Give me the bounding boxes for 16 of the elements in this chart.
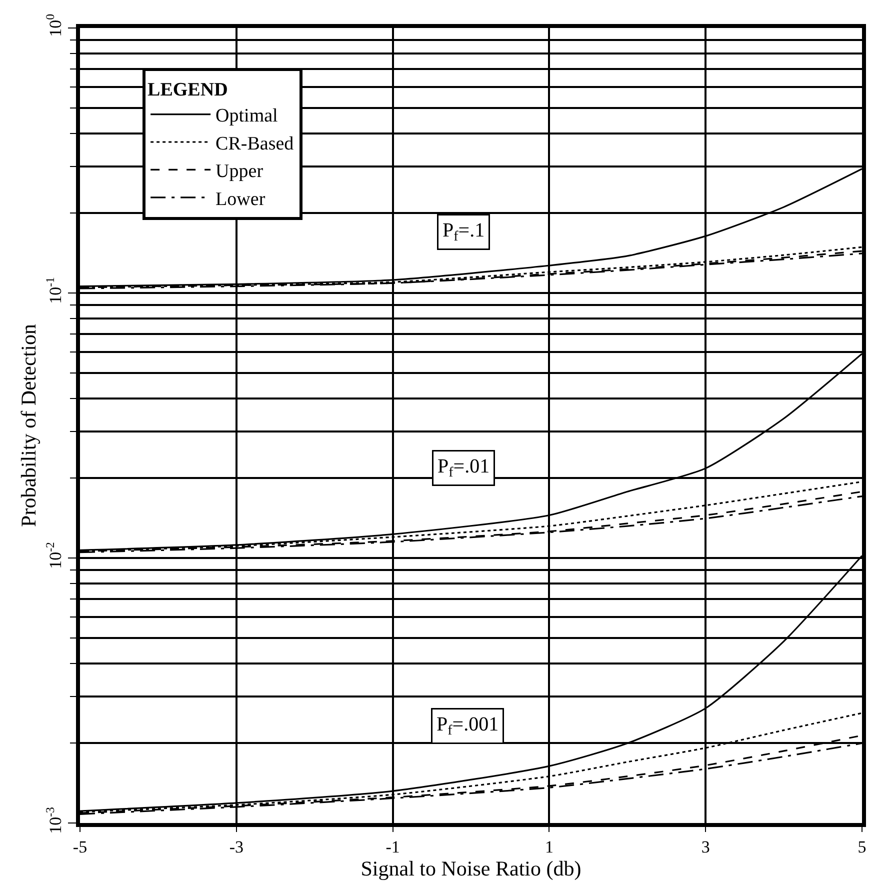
x-tick-label: 5 [858, 837, 866, 856]
legend-label: Optimal [216, 106, 278, 127]
y-axis-title: Probability of Detection [16, 324, 41, 527]
x-tick-label: -5 [72, 837, 88, 856]
legend-label: Lower [216, 188, 266, 210]
annotation: P$_{f}$=.001 [436, 714, 499, 739]
legend-title: LEGEND [148, 79, 228, 100]
x-tick-label: 3 [701, 837, 710, 856]
x-tick-label: 1 [544, 837, 554, 856]
legend-label: CR-Based [216, 133, 294, 154]
legend-label: Upper [216, 161, 264, 182]
x-tick-label: -1 [386, 837, 400, 856]
annotation: P$_{f}$=.1 [442, 220, 485, 245]
x-tick-label: -3 [229, 837, 244, 856]
x-axis-title: Signal to Noise Ratio (db) [360, 856, 582, 880]
annotation: P$_{f}$=.01 [438, 456, 490, 481]
